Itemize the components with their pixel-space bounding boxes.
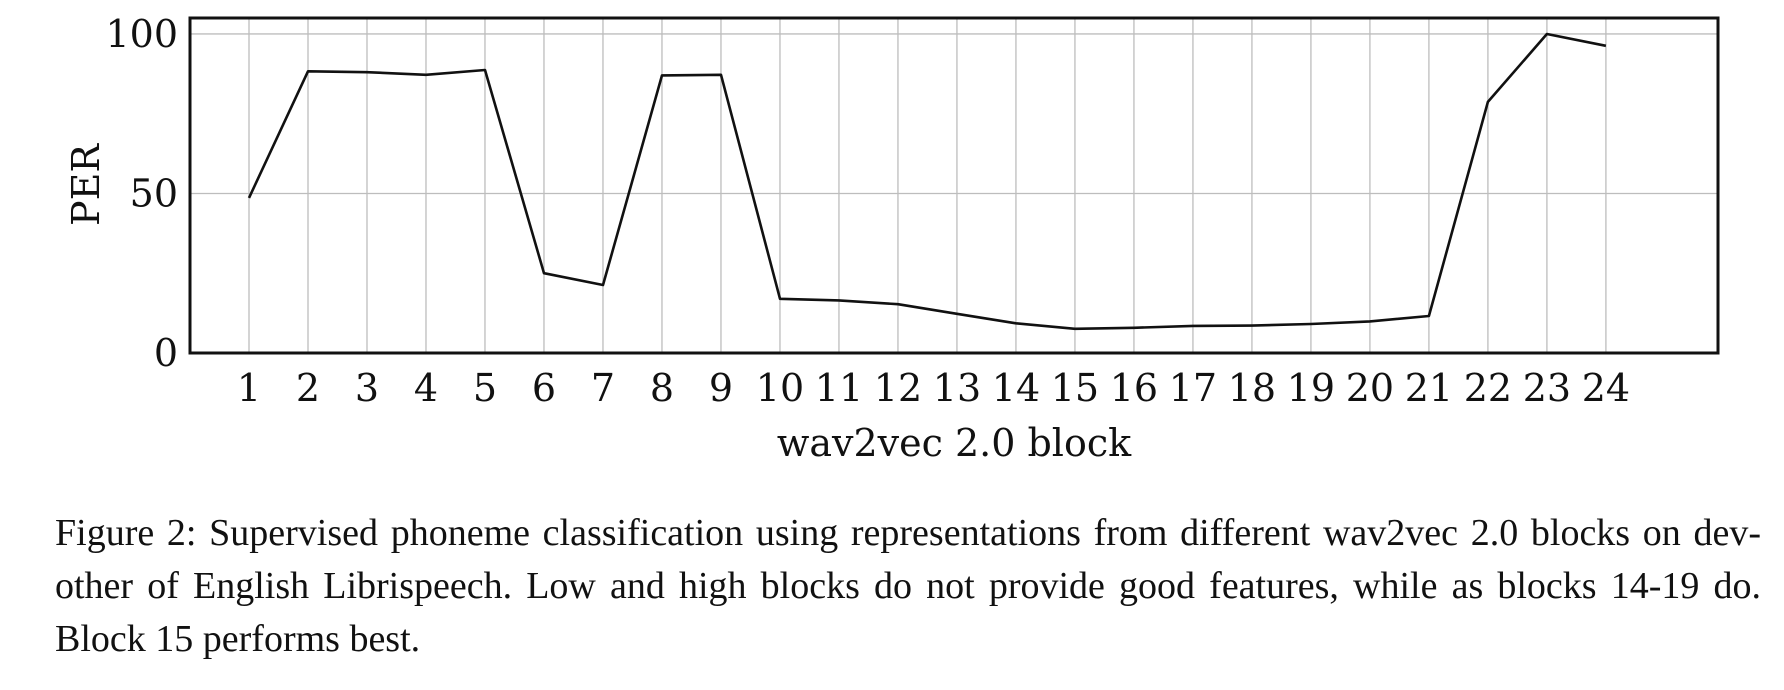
x-tick-label: 20 [1346,366,1394,410]
y-tick-label: 50 [130,171,178,215]
x-tick-label: 3 [355,366,379,410]
x-tick-label: 12 [874,366,922,410]
y-tick-labels: 0 50 100 [105,12,178,375]
grid-lines [190,18,1718,353]
x-tick-label: 18 [1228,366,1276,410]
x-tick-label: 2 [296,366,320,410]
x-tick-label: 15 [1051,366,1099,410]
plot-frame [188,16,1720,355]
x-tick-label: 17 [1169,366,1217,410]
x-tick-label: 6 [532,366,556,410]
y-axis-label: PER [64,143,108,226]
x-tick-labels: 1 2 3 4 5 6 7 8 9 10 11 12 13 14 15 16 17 18 19 20 21 22 23 24 [237,366,1630,410]
x-tick-label: 16 [1110,366,1158,410]
x-tick-label: 23 [1523,366,1571,410]
x-tick-label: 9 [709,366,733,410]
y-tick-label: 0 [154,331,178,375]
x-tick-label: 7 [591,366,615,410]
x-tick-label: 5 [473,366,497,410]
x-tick-label: 1 [237,366,261,410]
figure-caption: Figure 2: Supervised phoneme classificat… [55,512,1761,660]
x-tick-label: 21 [1405,366,1453,410]
x-tick-label: 24 [1582,366,1630,410]
x-axis-label: wav2vec 2.0 block [777,421,1132,465]
per-series-line [247,32,1607,331]
x-tick-label: 11 [815,366,863,410]
x-tick-label: 10 [756,366,804,410]
x-tick-label: 22 [1464,366,1512,410]
x-tick-label: 19 [1287,366,1335,410]
x-tick-label: 8 [650,366,674,410]
y-tick-label: 100 [105,12,178,56]
x-tick-label: 13 [933,366,981,410]
series-layer [247,32,1607,331]
x-tick-label: 14 [992,366,1040,410]
x-tick-label: 4 [414,366,438,410]
